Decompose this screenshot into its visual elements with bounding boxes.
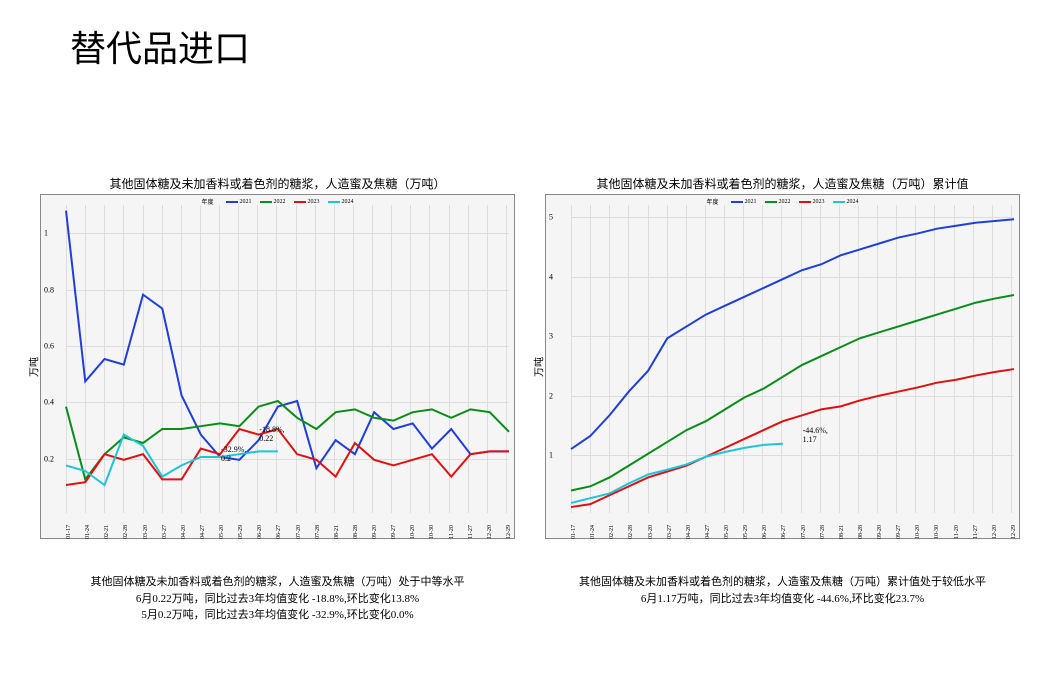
chart-annotation: -18.8%, 0.22 bbox=[259, 425, 284, 443]
x-tick: 03-20 bbox=[143, 525, 149, 539]
x-tick: 12-20 bbox=[992, 525, 998, 539]
x-tick: 12-20 bbox=[487, 525, 493, 539]
plot-area: 1234501-1701-2402-2102-2803-2003-2704-20… bbox=[571, 205, 1014, 513]
y-tick: 0.4 bbox=[44, 398, 54, 407]
x-tick: 04-27 bbox=[705, 525, 711, 539]
legend-item: 2021 bbox=[226, 199, 252, 205]
x-tick: 11-20 bbox=[954, 525, 960, 539]
x-tick: 08-28 bbox=[353, 525, 359, 539]
chart-right-panel: 其他固体糖及未加香料或着色剂的糖浆，人造蜜及焦糖（万吨）累计值 年度202120… bbox=[545, 175, 1020, 624]
chart-lines bbox=[66, 205, 509, 513]
legend-item: 2022 bbox=[260, 199, 286, 205]
x-tick: 08-21 bbox=[334, 525, 340, 539]
x-tick: 03-27 bbox=[667, 525, 673, 539]
y-tick: 5 bbox=[549, 212, 553, 221]
x-tick: 06-20 bbox=[257, 525, 263, 539]
x-tick: 09-27 bbox=[896, 525, 902, 539]
x-tick: 04-27 bbox=[200, 525, 206, 539]
series-line-2023 bbox=[571, 369, 1014, 507]
x-tick: 01-24 bbox=[85, 525, 91, 539]
x-tick: 09-20 bbox=[372, 525, 378, 539]
chart-left-caption: 其他固体糖及未加香料或着色剂的糖浆，人造蜜及焦糖（万吨）处于中等水平6月0.22… bbox=[40, 574, 515, 624]
y-axis-label: 万吨 bbox=[26, 357, 41, 377]
x-tick: 05-20 bbox=[724, 525, 730, 539]
legend-item: 2024 bbox=[833, 199, 859, 205]
legend-item: 2024 bbox=[328, 199, 354, 205]
y-tick: 4 bbox=[549, 272, 553, 281]
x-tick: 07-20 bbox=[296, 525, 302, 539]
chart-annotation: -32.9%, 0.2 bbox=[221, 445, 246, 463]
x-tick: 08-28 bbox=[858, 525, 864, 539]
x-tick: 04-20 bbox=[181, 525, 187, 539]
x-tick: 11-27 bbox=[973, 525, 979, 539]
x-tick: 10-20 bbox=[410, 525, 416, 539]
chart-lines bbox=[571, 205, 1014, 513]
x-tick: 02-28 bbox=[123, 525, 129, 539]
y-tick: 0.6 bbox=[44, 341, 54, 350]
x-tick: 10-30 bbox=[429, 525, 435, 539]
x-tick: 10-20 bbox=[915, 525, 921, 539]
y-axis-label: 万吨 bbox=[531, 357, 546, 377]
x-tick: 06-20 bbox=[762, 525, 768, 539]
x-tick: 06-27 bbox=[276, 525, 282, 539]
y-tick: 1 bbox=[44, 229, 48, 238]
x-tick: 06-27 bbox=[781, 525, 787, 539]
chart-right-box: 年度2021202220232024万吨1234501-1701-2402-21… bbox=[545, 194, 1020, 539]
x-tick: 07-28 bbox=[315, 525, 321, 539]
x-tick: 02-21 bbox=[104, 525, 110, 539]
x-tick: 09-27 bbox=[391, 525, 397, 539]
x-tick: 07-28 bbox=[820, 525, 826, 539]
legend-item: 2021 bbox=[731, 199, 757, 205]
x-tick: 01-24 bbox=[590, 525, 596, 539]
series-line-2021 bbox=[66, 211, 509, 469]
y-tick: 0.8 bbox=[44, 285, 54, 294]
legend-item: 2023 bbox=[294, 199, 320, 205]
x-tick: 05-29 bbox=[238, 525, 244, 539]
x-tick: 11-27 bbox=[468, 525, 474, 539]
x-tick: 01-17 bbox=[66, 525, 72, 539]
y-tick: 1 bbox=[549, 451, 553, 460]
y-tick: 0.2 bbox=[44, 454, 54, 463]
page-title: 替代品进口 bbox=[70, 20, 250, 72]
chart-left-title: 其他固体糖及未加香料或着色剂的糖浆，人造蜜及焦糖（万吨） bbox=[40, 175, 515, 192]
x-tick: 03-27 bbox=[162, 525, 168, 539]
x-tick: 09-20 bbox=[877, 525, 883, 539]
legend-item: 2022 bbox=[765, 199, 791, 205]
x-tick: 12-29 bbox=[506, 525, 512, 539]
chart-right-caption: 其他固体糖及未加香料或着色剂的糖浆，人造蜜及焦糖（万吨）累计值处于较低水平6月1… bbox=[545, 574, 1020, 607]
chart-left-box: 年度2021202220232024万吨0.20.40.60.8101-1701… bbox=[40, 194, 515, 539]
x-tick: 07-20 bbox=[801, 525, 807, 539]
x-tick: 02-28 bbox=[628, 525, 634, 539]
x-tick: 03-20 bbox=[648, 525, 654, 539]
x-tick: 02-21 bbox=[609, 525, 615, 539]
x-tick: 12-29 bbox=[1011, 525, 1017, 539]
series-line-2024 bbox=[571, 444, 783, 503]
series-line-2022 bbox=[571, 295, 1014, 490]
x-tick: 04-20 bbox=[686, 525, 692, 539]
series-line-2021 bbox=[571, 219, 1014, 449]
plot-area: 0.20.40.60.8101-1701-2402-2102-2803-2003… bbox=[66, 205, 509, 513]
y-tick: 2 bbox=[549, 391, 553, 400]
x-tick: 01-17 bbox=[571, 525, 577, 539]
x-tick: 10-30 bbox=[934, 525, 940, 539]
x-tick: 05-29 bbox=[743, 525, 749, 539]
chart-right-title: 其他固体糖及未加香料或着色剂的糖浆，人造蜜及焦糖（万吨）累计值 bbox=[545, 175, 1020, 192]
x-tick: 05-20 bbox=[219, 525, 225, 539]
y-tick: 3 bbox=[549, 332, 553, 341]
chart-annotation: -44.6%, 1.17 bbox=[803, 426, 828, 444]
x-tick: 08-21 bbox=[839, 525, 845, 539]
x-tick: 11-20 bbox=[449, 525, 455, 539]
legend-item: 2023 bbox=[799, 199, 825, 205]
charts-container: 其他固体糖及未加香料或着色剂的糖浆，人造蜜及焦糖（万吨） 年度202120222… bbox=[40, 175, 1020, 624]
chart-left-panel: 其他固体糖及未加香料或着色剂的糖浆，人造蜜及焦糖（万吨） 年度202120222… bbox=[40, 175, 515, 624]
